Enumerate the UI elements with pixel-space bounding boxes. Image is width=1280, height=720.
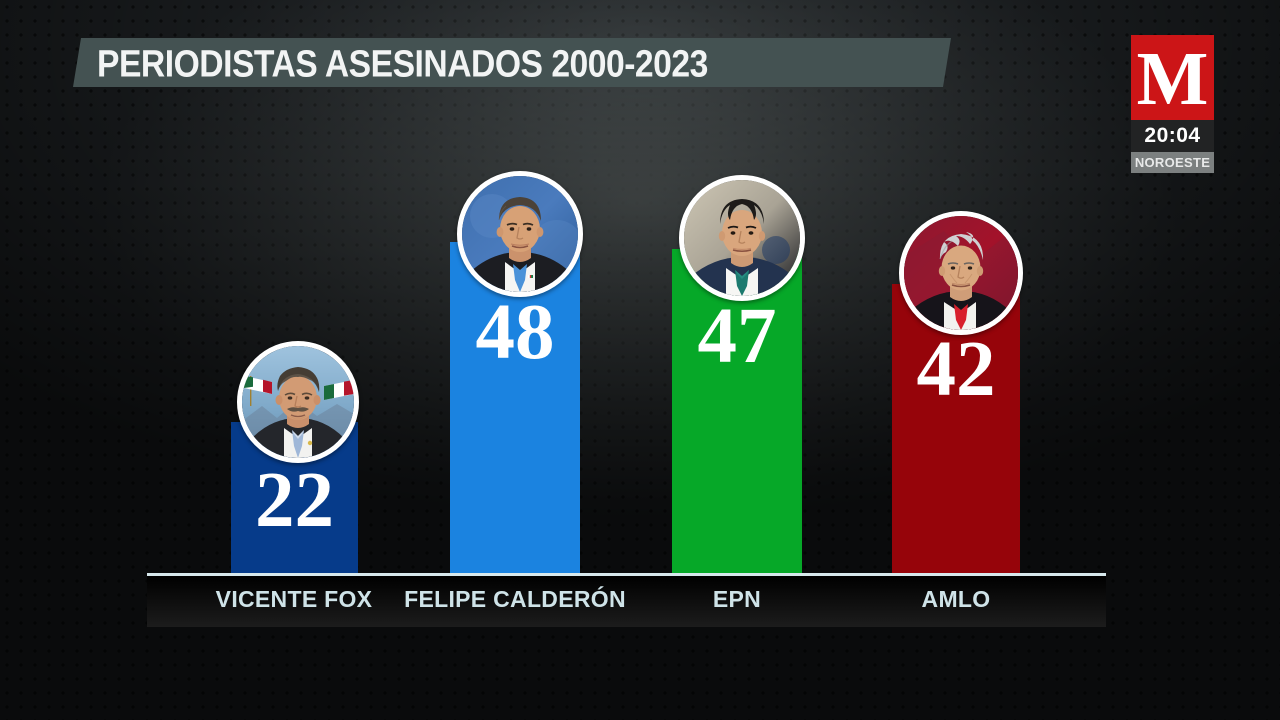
svg-text:M: M <box>1137 37 1209 120</box>
